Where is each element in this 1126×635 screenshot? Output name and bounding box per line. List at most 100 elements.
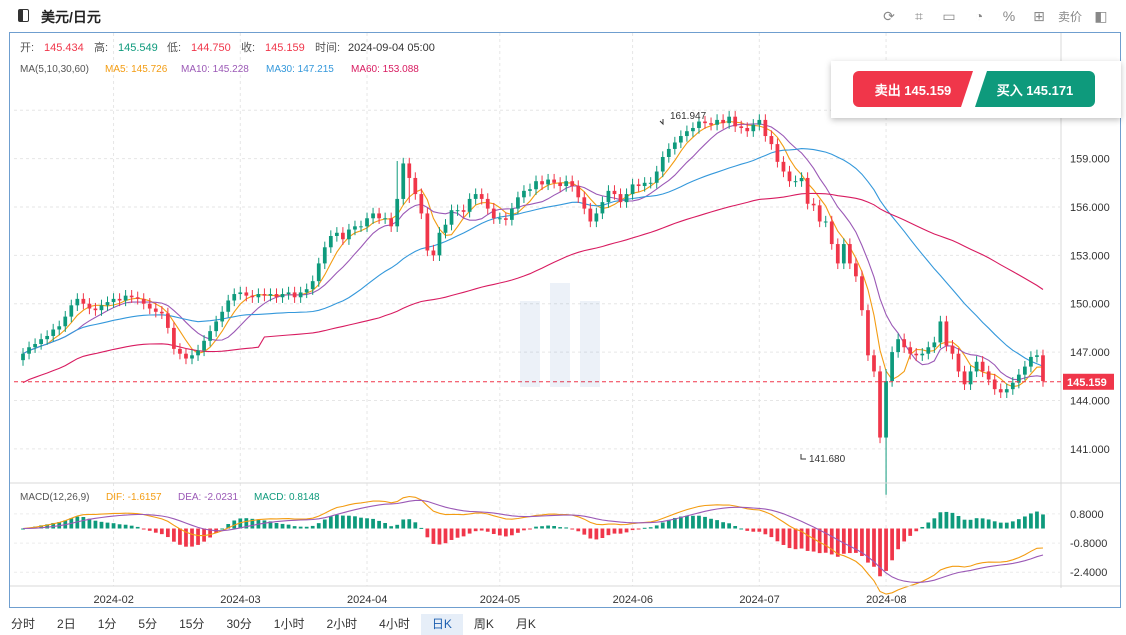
candle: [304, 289, 309, 293]
macd-bar: [135, 526, 140, 529]
date-tick: 2024-04: [347, 594, 387, 606]
period-tab[interactable]: 1分: [97, 617, 117, 631]
buy-button[interactable]: 买入 145.171: [975, 71, 1095, 107]
macd-bar: [304, 526, 309, 529]
macd-bar: [1016, 519, 1021, 529]
candle: [787, 171, 792, 182]
period-tab[interactable]: 30分: [226, 617, 252, 631]
macd-bar: [226, 524, 231, 529]
macd-tick: -2.4000: [1070, 567, 1107, 579]
candle: [310, 281, 315, 290]
macd-bar: [950, 512, 955, 529]
low-value: 144.750: [191, 42, 231, 54]
candle: [558, 182, 563, 187]
macd-bar: [618, 528, 623, 534]
candle: [769, 136, 774, 145]
candle: [232, 294, 237, 301]
macd-bar: [546, 525, 550, 529]
candle: [208, 331, 212, 341]
candle: [184, 353, 188, 359]
macd-bar: [310, 525, 315, 529]
top-bar: 美元/日元 ⟳ ⌗ ▭ ◔ % ⊞ 卖价 ◧: [0, 0, 1126, 32]
sidebar-toggle-icon[interactable]: [18, 9, 29, 22]
refresh-icon[interactable]: ⟳: [883, 7, 895, 24]
macd-bar: [81, 516, 86, 529]
candle: [510, 208, 514, 220]
macd-bar: [878, 528, 882, 577]
candle: [938, 321, 943, 343]
candle: [721, 119, 725, 124]
macd-bar: [334, 514, 339, 529]
macd-bar: [455, 528, 460, 538]
candle: [841, 244, 846, 264]
macd-bar: [932, 518, 937, 529]
candle: [178, 348, 182, 354]
candle: [715, 119, 719, 125]
dea-line: [22, 499, 1044, 583]
low-label: 低:: [167, 41, 181, 54]
price-tick: 156.000: [1070, 202, 1110, 214]
macd-bar: [685, 515, 689, 529]
candle: [522, 190, 526, 198]
period-tab[interactable]: 2小时: [326, 617, 358, 631]
candle: [292, 292, 297, 298]
pie-icon[interactable]: ◔: [974, 8, 984, 24]
date-tick: 2024-03: [220, 594, 260, 606]
macd-bar: [558, 527, 563, 529]
period-tab[interactable]: 分时: [11, 617, 36, 631]
period-tab[interactable]: 1小时: [273, 617, 305, 631]
period-tab[interactable]: 周K: [473, 617, 494, 631]
macd-bar: [678, 516, 683, 529]
macd-bar: [612, 528, 617, 534]
macd-bar: [799, 528, 804, 549]
macd-bar: [407, 519, 412, 529]
percent-icon[interactable]: %: [1002, 8, 1016, 24]
chart-panel[interactable]: 162.000159.000156.000153.000150.000147.0…: [9, 32, 1121, 608]
candle: [347, 229, 351, 240]
candle: [365, 218, 369, 227]
panel-toggle-icon[interactable]: ◧: [1094, 7, 1108, 24]
image-icon[interactable]: ▭: [942, 7, 956, 24]
draw-icon[interactable]: ⌗: [915, 7, 923, 24]
period-tab[interactable]: 4小时: [379, 617, 410, 631]
macd-bar: [666, 519, 671, 529]
candle: [751, 124, 756, 132]
macd-bar: [914, 528, 919, 532]
ma5-value: MA5: 145.726: [105, 64, 168, 75]
macd-bar: [727, 523, 732, 529]
grid-icon[interactable]: ⊞: [1033, 7, 1045, 24]
candle: [660, 157, 665, 172]
macd-bar: [841, 528, 846, 554]
candle: [884, 381, 888, 438]
period-tab[interactable]: 日K: [420, 614, 463, 635]
candle: [341, 232, 345, 240]
candle: [153, 308, 158, 312]
macd-bar: [588, 528, 593, 539]
date-tick: 2024-02: [94, 594, 134, 606]
candle: [612, 190, 617, 195]
candle: [829, 221, 834, 245]
macd-bar: [938, 512, 943, 529]
period-tab[interactable]: 15分: [179, 617, 205, 631]
macd-bar: [280, 523, 285, 529]
period-tab[interactable]: 2日: [57, 617, 76, 631]
sell-price-toggle[interactable]: 卖价: [1057, 9, 1082, 24]
candle: [974, 361, 979, 372]
sell-button[interactable]: 卖出 145.159: [853, 71, 973, 107]
candle: [630, 184, 635, 195]
macd-bar: [184, 528, 188, 547]
macd-bar: [890, 528, 894, 561]
candle: [286, 292, 291, 295]
candle: [220, 311, 225, 322]
period-tab[interactable]: 5分: [138, 617, 158, 631]
macd-bar: [920, 526, 925, 529]
candle: [757, 119, 762, 125]
date-tick: 2024-08: [866, 594, 906, 606]
candle: [165, 313, 170, 328]
kline-chart[interactable]: 162.000159.000156.000153.000150.000147.0…: [10, 33, 1120, 607]
period-tab[interactable]: 月K: [515, 617, 536, 631]
macd-bar: [1023, 516, 1027, 529]
candle: [389, 218, 394, 227]
candle: [896, 339, 901, 353]
candle: [642, 182, 647, 187]
